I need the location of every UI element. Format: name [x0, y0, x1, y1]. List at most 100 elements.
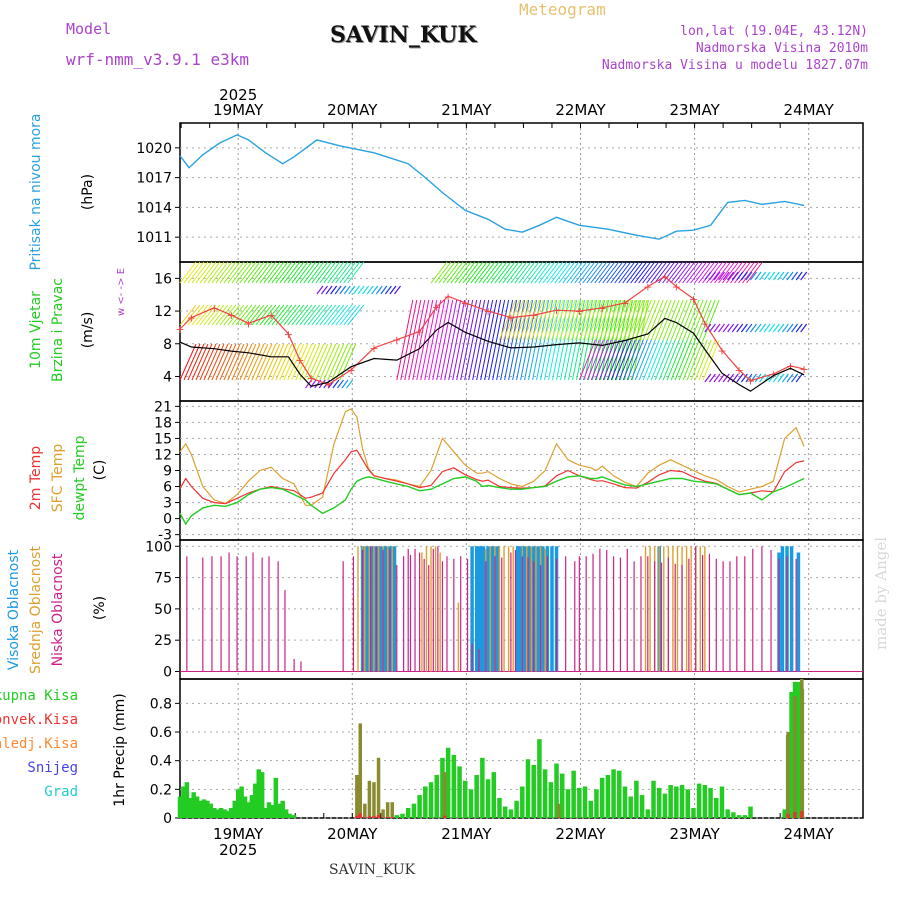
total-precip-bar — [668, 785, 673, 818]
precip-legend-1: Konvek.Kisa — [0, 712, 78, 728]
wind-barb — [727, 323, 735, 333]
wind-barb — [287, 261, 305, 284]
gust-marker: + — [800, 363, 809, 376]
wind-barb — [315, 343, 333, 381]
low-cloud-bar — [460, 556, 462, 672]
wind-barb — [507, 299, 524, 341]
total-precip-bar — [445, 747, 451, 818]
gust-marker: + — [672, 281, 681, 294]
gust-marker: + — [769, 368, 778, 381]
low-cloud-bar — [708, 553, 711, 672]
wind-barb — [562, 299, 580, 341]
precip-legend-0: Ukupna Kisa — [0, 688, 78, 704]
y-tick-label: 1011 — [136, 230, 172, 246]
wind-barb — [702, 299, 720, 341]
wind-barb — [510, 261, 528, 284]
low-cloud-bar — [539, 565, 542, 672]
bottom-station-label: SAVIN_KUK — [329, 862, 416, 878]
wind-barb — [291, 343, 309, 381]
low-cloud-bar — [795, 558, 797, 672]
total-precip-bar — [662, 793, 668, 818]
wind-barb — [187, 261, 205, 284]
wind-barb — [550, 261, 568, 284]
total-precip-bar — [468, 789, 474, 818]
wind-barb — [708, 323, 716, 333]
wind-barb — [704, 271, 712, 281]
wind-barb — [522, 261, 540, 284]
wind-barb — [634, 339, 652, 381]
wind-barb — [690, 339, 708, 381]
wind-barb — [542, 299, 560, 341]
total-precip-bar — [218, 807, 224, 818]
wind-barb — [534, 299, 552, 341]
wind-barb — [352, 285, 360, 295]
wind-barb — [630, 261, 648, 284]
wind-barb — [650, 299, 668, 341]
wind-barb — [456, 299, 474, 381]
wind-barb — [518, 261, 536, 284]
wind-barb — [662, 299, 680, 341]
wind-barb — [438, 261, 456, 284]
wind-barb — [347, 304, 365, 326]
gust-marker: + — [552, 304, 561, 317]
total-precip-bar — [714, 797, 719, 818]
wind-barb — [207, 261, 225, 284]
total-precip-bar — [594, 789, 599, 818]
total-precip-bar — [582, 786, 588, 818]
wind-barb — [558, 299, 576, 341]
wind-barb — [494, 261, 512, 284]
gust-marker: + — [786, 360, 795, 373]
wind-barb — [598, 339, 616, 381]
wind-barb — [694, 339, 712, 381]
wind-barb — [334, 285, 342, 295]
wind-barb — [618, 339, 636, 381]
wind-barb — [674, 261, 692, 284]
low-cloud-bar — [342, 561, 344, 672]
conv-precip-bar — [385, 802, 390, 818]
dewpt-line — [179, 475, 805, 526]
wind-barb — [650, 339, 668, 381]
high-cloud-bar — [474, 546, 479, 672]
year-label-bottom: 2025 — [219, 841, 257, 859]
low-cloud-bar — [514, 550, 517, 672]
wind-barb — [590, 339, 608, 381]
wind-barb — [558, 261, 576, 284]
low-cloud-bar — [592, 553, 594, 672]
total-precip-bar — [685, 789, 690, 818]
wind-barb — [235, 261, 253, 284]
low-cloud-bar — [744, 556, 746, 672]
wind-barb — [722, 261, 739, 284]
total-precip-bar — [457, 766, 462, 818]
wind-barb — [546, 261, 564, 284]
low-cloud-bar — [396, 565, 398, 672]
wind-barb — [346, 379, 354, 389]
high-cloud-bar — [365, 546, 369, 672]
wind-barb — [678, 339, 696, 381]
low-cloud-bar — [466, 558, 469, 672]
wind-barb — [339, 304, 357, 326]
mid-cloud-bar — [658, 546, 660, 672]
wind-barb — [781, 373, 789, 383]
model-label: Model — [66, 20, 112, 38]
total-precip-bar — [634, 780, 639, 818]
gust-marker: + — [432, 301, 441, 314]
total-precip-bar — [651, 780, 656, 818]
wind-barb — [530, 299, 548, 341]
wind-barb — [742, 261, 759, 284]
conv-precip-cap — [557, 817, 561, 818]
wind-barb — [187, 343, 205, 381]
wind-barb — [223, 261, 241, 284]
wind-barb — [239, 304, 257, 326]
wind-barb — [327, 343, 345, 381]
wind-barb — [682, 339, 700, 381]
high-cloud-bar — [796, 552, 801, 672]
wind-barb — [267, 343, 285, 381]
wind-barb — [650, 261, 668, 284]
wind-barb — [227, 304, 245, 326]
total-precip-bar — [514, 800, 519, 818]
conv-precip-cap — [786, 813, 790, 818]
gust-marker: + — [734, 364, 743, 377]
wind-barb — [394, 285, 401, 295]
wind-barb — [279, 261, 297, 284]
